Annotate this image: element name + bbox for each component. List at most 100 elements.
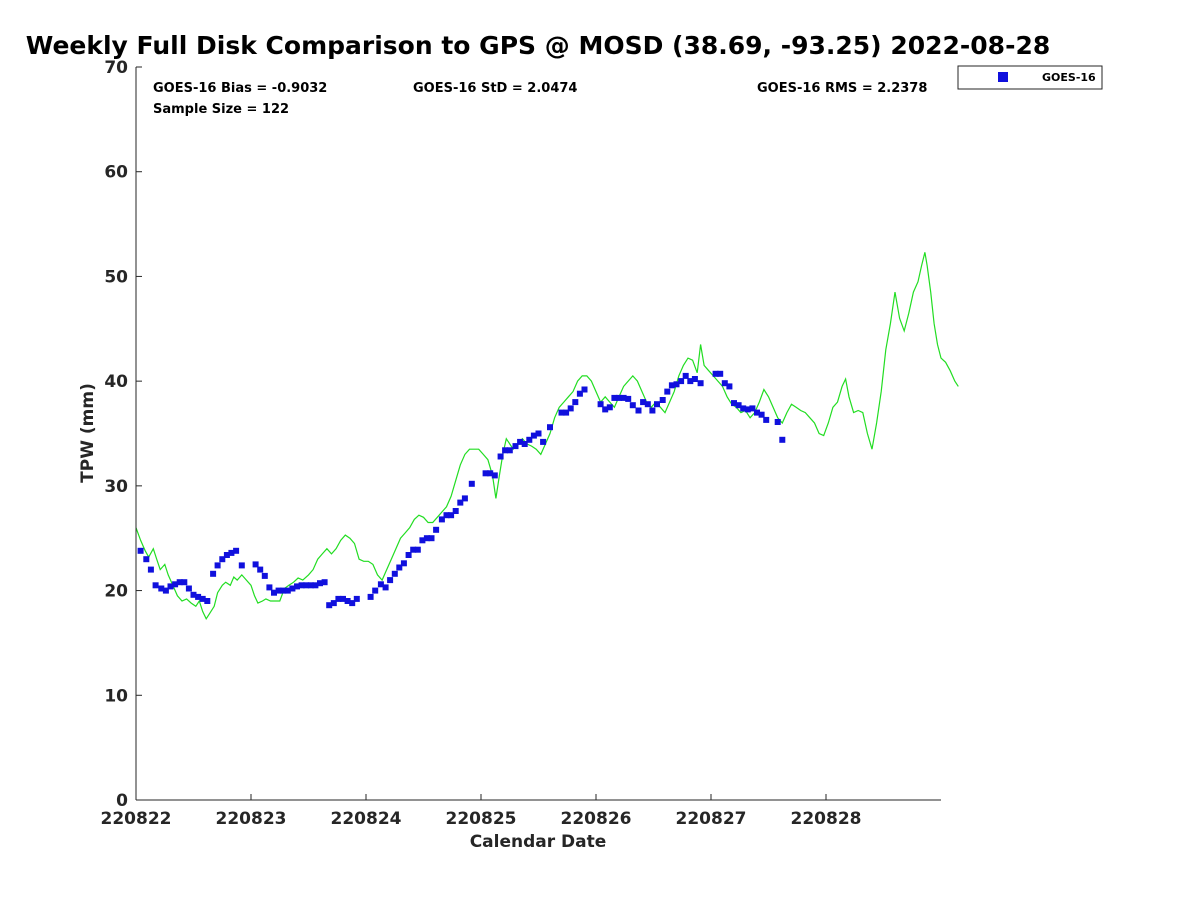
y-tick-label: 30 [104,477,128,497]
x-tick-label: 220823 [216,809,287,829]
goes16-point [438,516,445,523]
goes16-point [717,370,724,377]
goes16-point [219,556,226,563]
legend-box [957,65,1103,90]
goes16-point [228,549,235,556]
x-axis-label: Calendar Date [470,832,607,852]
goes16-point [558,409,565,416]
goes16-point [195,593,202,600]
goes16-point [423,535,430,542]
goes16-point [372,587,379,594]
goes16-point [185,585,192,592]
goes16-point [535,430,542,437]
goes16-point [147,566,154,573]
goes16-point [312,582,319,589]
goes16-point [502,447,509,454]
goes16-point [307,582,314,589]
series-line-gps [135,252,959,621]
goes16-point [740,405,747,412]
goes16-point [167,583,174,590]
goes16-point [190,591,197,598]
goes16-point [387,577,394,584]
y-tick-label: 40 [104,372,128,392]
legend-label-goes16: GOES-16 [1042,71,1096,84]
goes16-point [335,595,342,602]
goes16-point [326,602,333,609]
chart-title: Weekly Full Disk Comparison to GPS @ MOS… [26,31,1050,60]
goes16-point [443,512,450,519]
goes16-point [726,383,733,390]
goes16-point [491,472,498,479]
goes16-point [233,547,240,554]
goes16-point [576,390,583,397]
goes16-point [252,561,259,568]
goes16-point [377,581,384,588]
stat-rms: GOES-16 RMS = 2.2378 [757,81,927,96]
y-tick-label: 70 [104,58,128,78]
goes16-point [261,572,268,579]
goes16-point [506,447,513,454]
x-tick-label: 220827 [676,809,747,829]
goes16-point [606,404,613,411]
goes16-point [321,579,328,586]
goes16-point [162,587,169,594]
goes16-point [294,583,300,590]
goes16-point [410,546,417,553]
goes16-point [697,380,704,387]
x-tick-label: 220822 [101,809,172,829]
goes16-point [468,480,475,487]
goes16-point [581,386,588,393]
y-axis-label: TPW (mm) [78,383,98,483]
goes16-point [340,595,346,602]
goes16-point [668,382,675,389]
goes16-point [682,372,689,379]
goes16-point [567,405,574,412]
goes16-point [649,407,656,414]
goes16-point [414,546,421,553]
goes16-point [497,453,504,460]
goes16-point [317,580,323,587]
goes16-point [635,407,642,414]
x-tick-label: 220826 [561,809,632,829]
plot-area: 0 10 20 30 40 50 60 70 220822 220823 220824 220825 2… [101,58,959,829]
goes16-point [721,380,728,387]
y-tick-label: 50 [104,267,128,287]
goes16-point [344,598,351,604]
goes16-point [214,562,221,569]
goes16-point [461,495,468,502]
goes16-point [482,470,489,477]
goes16-point [433,526,440,533]
goes16-point [176,579,183,586]
goes16-point [289,585,296,592]
goes16-point [735,402,742,409]
goes16-point [487,470,494,477]
goes16-point [210,570,217,577]
goes16-point [271,589,277,596]
goes16-point [712,370,719,377]
goes16-point [673,381,680,388]
goes16-point [731,400,737,407]
goes16-point [774,419,781,425]
goes16-point [691,376,698,382]
y-tick-label: 20 [104,582,128,602]
goes16-point [400,560,407,567]
goes16-point [572,399,579,406]
ticks-layer: 0 10 20 30 40 50 60 70 220822 220823 220824 220825 2… [101,58,862,829]
goes16-point [540,438,547,445]
goes16-point [526,436,533,443]
goes16-point [687,378,694,385]
stat-std: GOES-16 StD = 2.0474 [413,81,577,96]
goes16-point [644,401,651,408]
goes16-point [330,600,337,607]
goes16-point [452,508,459,514]
goes16-point [353,595,360,602]
y-tick-label: 0 [116,791,128,811]
goes16-point [137,547,144,554]
goes16-point [758,411,765,418]
goes16-point [275,587,282,594]
goes16-point [779,436,786,443]
goes16-point [744,406,751,413]
goes16-point [625,395,632,402]
